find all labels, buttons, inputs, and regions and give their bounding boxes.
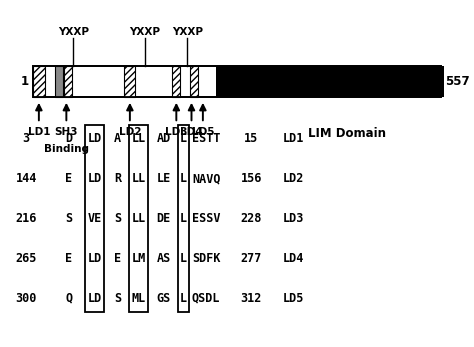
Text: LD5: LD5 — [283, 292, 305, 305]
Text: 312: 312 — [240, 292, 262, 305]
Text: E: E — [114, 252, 121, 265]
Bar — [190, 66, 198, 97]
Text: 3: 3 — [22, 132, 30, 145]
Text: YXXP: YXXP — [58, 27, 89, 37]
Text: LD4: LD4 — [283, 252, 305, 265]
Text: LD: LD — [88, 172, 102, 185]
Text: 144: 144 — [15, 172, 37, 185]
Text: L: L — [180, 292, 187, 305]
Text: DE: DE — [156, 212, 171, 225]
Text: A: A — [114, 132, 121, 145]
Text: LE: LE — [156, 172, 171, 185]
Text: Binding: Binding — [44, 144, 89, 154]
Text: LD: LD — [88, 252, 102, 265]
Text: S: S — [114, 212, 121, 225]
Text: 265: 265 — [15, 252, 37, 265]
Text: ESSV: ESSV — [192, 212, 220, 225]
Text: LD1: LD1 — [283, 132, 305, 145]
Text: Q: Q — [65, 292, 73, 305]
Text: L: L — [180, 212, 187, 225]
Bar — [172, 66, 180, 97]
Text: D: D — [65, 132, 73, 145]
Text: LD2: LD2 — [118, 127, 141, 137]
Text: ESTT: ESTT — [192, 132, 220, 145]
Text: SDFK: SDFK — [192, 252, 220, 265]
Text: 300: 300 — [15, 292, 37, 305]
Text: LL: LL — [132, 172, 146, 185]
Text: YXXP: YXXP — [172, 27, 203, 37]
Bar — [178, 125, 189, 312]
Text: LD4: LD4 — [180, 127, 203, 137]
Text: S: S — [65, 212, 73, 225]
Text: 156: 156 — [240, 172, 262, 185]
Text: E: E — [65, 172, 73, 185]
Bar — [129, 125, 148, 312]
Text: QSDL: QSDL — [192, 292, 220, 305]
Text: ML: ML — [132, 292, 146, 305]
Text: 228: 228 — [240, 212, 262, 225]
Bar — [33, 66, 45, 97]
Text: LL: LL — [132, 212, 146, 225]
Text: LD5: LD5 — [191, 127, 214, 137]
Bar — [33, 66, 441, 97]
Text: 1: 1 — [20, 75, 28, 88]
Bar — [85, 125, 104, 312]
Text: NAVQ: NAVQ — [192, 172, 220, 185]
Bar — [33, 66, 441, 97]
Text: L: L — [180, 252, 187, 265]
Text: GS: GS — [156, 292, 171, 305]
Text: L: L — [180, 172, 187, 185]
Text: E: E — [65, 252, 73, 265]
Text: 557: 557 — [446, 75, 470, 88]
Text: 277: 277 — [240, 252, 262, 265]
Text: LIM Domain: LIM Domain — [308, 127, 386, 139]
Text: SH3: SH3 — [55, 127, 78, 137]
Text: AD: AD — [156, 132, 171, 145]
Text: R: R — [114, 172, 121, 185]
Text: AS: AS — [156, 252, 171, 265]
Text: VE: VE — [88, 212, 102, 225]
Text: LD: LD — [88, 132, 102, 145]
Text: LD2: LD2 — [283, 172, 305, 185]
Text: 216: 216 — [15, 212, 37, 225]
Text: YXXP: YXXP — [129, 27, 160, 37]
Text: LM: LM — [132, 252, 146, 265]
Text: LD: LD — [88, 292, 102, 305]
Text: LD1: LD1 — [27, 127, 50, 137]
Bar — [55, 66, 63, 97]
Text: LD3: LD3 — [165, 127, 188, 137]
Bar — [64, 66, 72, 97]
Text: L: L — [180, 132, 187, 145]
Text: S: S — [114, 292, 121, 305]
Text: LD3: LD3 — [283, 212, 305, 225]
Text: LL: LL — [132, 132, 146, 145]
Bar — [124, 66, 135, 97]
Text: 15: 15 — [244, 132, 258, 145]
Bar — [216, 66, 444, 97]
